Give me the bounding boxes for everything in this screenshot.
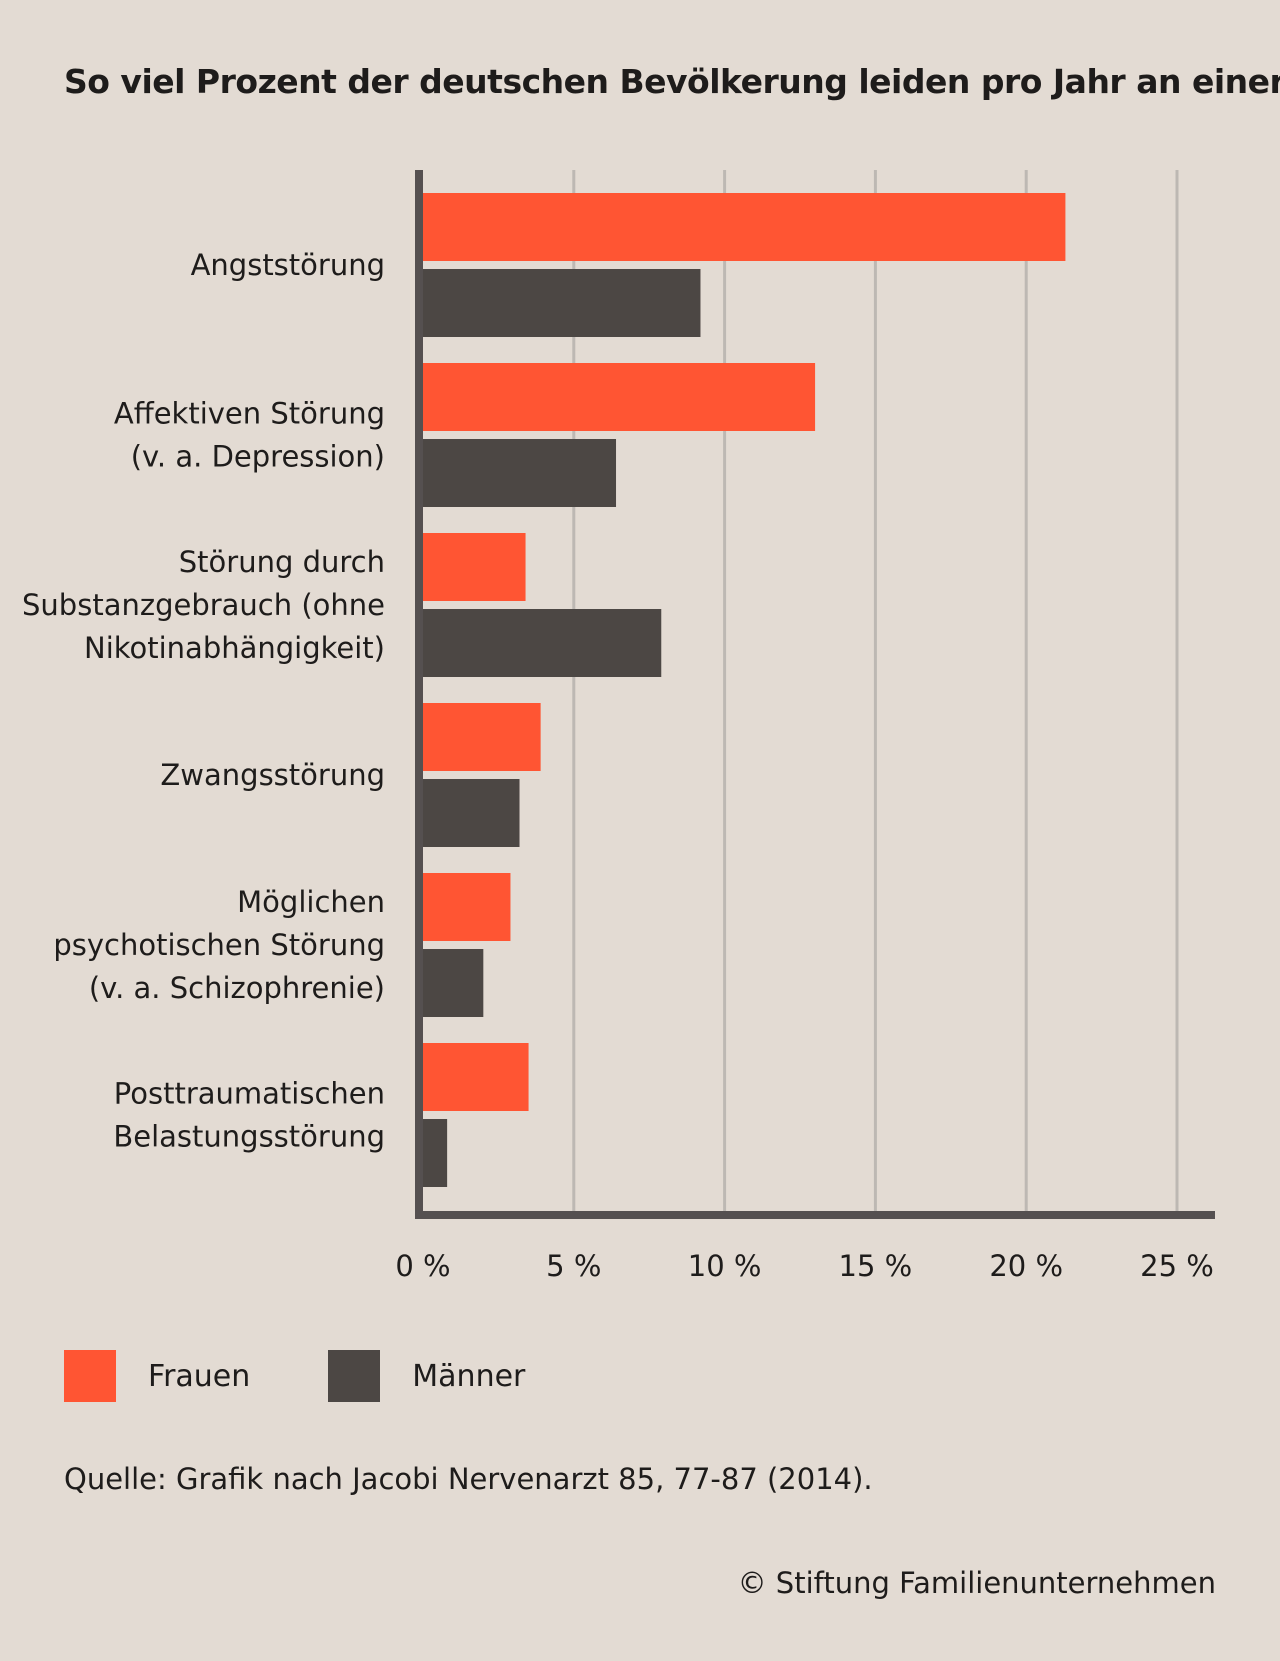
category-label-5-0: Posttraumatischen — [114, 1077, 385, 1111]
bar-2-frauen — [423, 533, 526, 601]
legend-swatch-frauen — [64, 1350, 116, 1402]
axes — [415, 170, 1215, 1219]
category-label-1-0: Affektiven Störung — [114, 397, 385, 431]
bar-1-frauen — [423, 363, 816, 431]
x-tick-label-5: 5 % — [546, 1249, 601, 1283]
bar-5-maenner — [423, 1119, 448, 1187]
x-tick-label-25: 25 % — [1140, 1249, 1214, 1283]
bar-4-frauen — [423, 873, 511, 941]
category-label-1-1: (v. a. Depression) — [131, 440, 385, 474]
category-label-3-0: Zwangsstörung — [160, 758, 385, 792]
category-label-5-1: Belastungsstörung — [113, 1120, 385, 1154]
x-tick-label-0: 0 % — [395, 1249, 450, 1283]
category-label-4-1: psychotischen Störung — [53, 928, 385, 962]
legend: Frauen Männer — [64, 1350, 603, 1402]
bar-chart: Angststörung Affektiven Störung (v. a. Dep… — [22, 170, 1215, 1283]
x-tick-label-20: 20 % — [989, 1249, 1063, 1283]
tick-labels: 0 % 5 % 10 % 15 % 20 % 25 % — [395, 1249, 1213, 1283]
category-labels: Angststörung Affektiven Störung (v. a. Dep… — [22, 248, 385, 1154]
grid-lines — [572, 170, 1179, 1215]
legend-item-maenner: Männer — [328, 1350, 525, 1402]
bar-1-maenner — [423, 439, 617, 507]
source-note: Quelle: Grafik nach Jacobi Nervenarzt 85… — [64, 1462, 873, 1496]
bar-2-maenner — [423, 609, 662, 677]
category-label-2-1: Substanzgebrauch (ohne — [22, 588, 385, 622]
category-label-0-0: Angststörung — [191, 248, 385, 282]
category-label-4-0: Möglichen — [237, 885, 385, 919]
bar-0-maenner — [423, 269, 701, 337]
chart-title: So viel Prozent der deutschen Bevölkerun… — [64, 62, 1280, 101]
legend-swatch-maenner — [328, 1350, 381, 1402]
x-tick-label-10: 10 % — [688, 1249, 762, 1283]
bar-3-maenner — [423, 779, 520, 847]
copyright-note: © Stiftung Familienunternehmen — [737, 1566, 1216, 1600]
bar-3-frauen — [423, 703, 541, 771]
bar-0-frauen — [423, 193, 1066, 261]
bar-5-frauen — [423, 1043, 529, 1111]
legend-label-maenner: Männer — [412, 1358, 526, 1394]
legend-item-frauen: Frauen — [64, 1350, 250, 1402]
category-label-2-2: Nikotinabhängigkeit) — [84, 631, 385, 665]
bar-4-maenner — [423, 949, 484, 1017]
bars — [423, 193, 1066, 1187]
legend-label-frauen: Frauen — [148, 1358, 251, 1394]
category-label-2-0: Störung durch — [179, 545, 385, 579]
category-label-4-2: (v. a. Schizophrenie) — [89, 971, 385, 1005]
x-tick-label-15: 15 % — [839, 1249, 913, 1283]
